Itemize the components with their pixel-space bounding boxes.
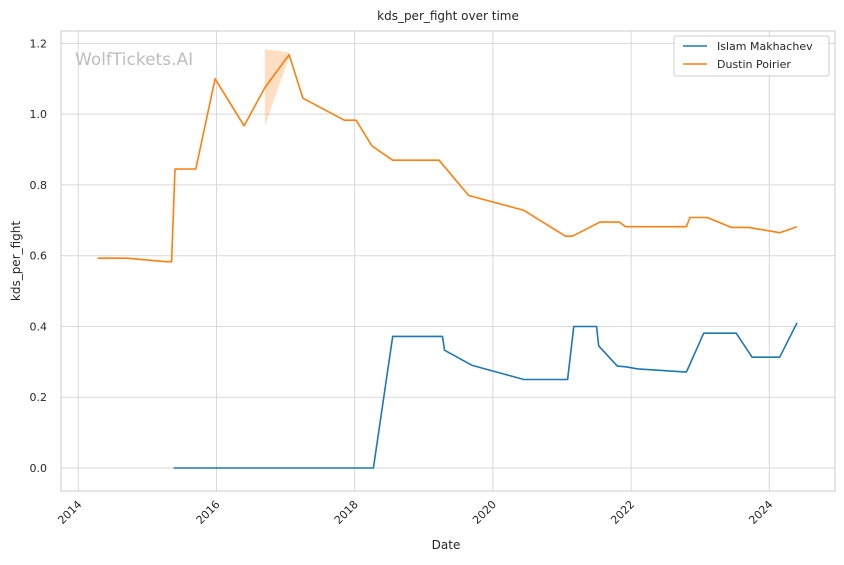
x-tick-labels: 2014 2016 2018 2020 2022 2024 bbox=[55, 498, 775, 527]
y-tick-label: 0.4 bbox=[30, 320, 48, 333]
x-tick-label: 2014 bbox=[55, 498, 84, 527]
y-tick-label: 0.0 bbox=[30, 462, 48, 475]
legend: Islam Makhachev Dustin Poirier bbox=[673, 35, 830, 77]
x-tick-label: 2016 bbox=[194, 498, 223, 527]
series-lines bbox=[97, 53, 798, 469]
x-axis-label: Date bbox=[432, 538, 461, 552]
legend-label-islam-makhachev: Islam Makhachev bbox=[717, 40, 813, 53]
x-tick-label: 2022 bbox=[608, 498, 637, 527]
chart-title: kds_per_fight over time bbox=[377, 9, 519, 23]
y-tick-label: 0.2 bbox=[30, 391, 48, 404]
series-line-islam-makhachev bbox=[173, 322, 798, 469]
y-axis-label: kds_per_fight bbox=[9, 221, 23, 302]
series-line-dustin-poirier bbox=[97, 53, 798, 263]
x-tick-label: 2024 bbox=[746, 498, 775, 527]
x-tick-label: 2020 bbox=[470, 498, 499, 527]
legend-box bbox=[673, 35, 830, 77]
watermark-text: WolfTickets.AI bbox=[75, 50, 193, 70]
y-tick-labels: 0.0 0.2 0.4 0.6 0.8 1.0 1.2 bbox=[30, 37, 48, 475]
confidence-band-dustin-poirier bbox=[264, 49, 290, 126]
confidence-bands bbox=[264, 49, 290, 126]
plot-frame bbox=[60, 30, 836, 492]
y-tick-label: 0.6 bbox=[30, 250, 48, 263]
y-tick-label: 1.2 bbox=[30, 37, 48, 50]
x-tick-label: 2018 bbox=[332, 498, 361, 527]
grid bbox=[61, 31, 835, 491]
y-tick-label: 0.8 bbox=[30, 179, 48, 192]
y-tick-label: 1.0 bbox=[30, 108, 48, 121]
legend-label-dustin-poirier: Dustin Poirier bbox=[717, 58, 791, 71]
